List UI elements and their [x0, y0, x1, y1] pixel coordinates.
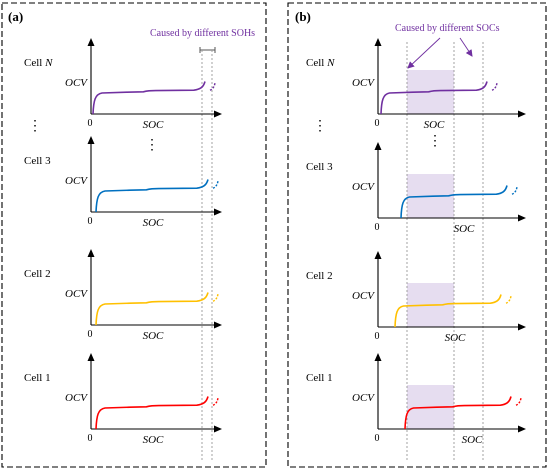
soc-label: SOC	[454, 223, 475, 235]
panel-a-label: (a)	[8, 9, 23, 24]
origin-label: 0	[375, 433, 380, 444]
cell-label: Cell 3	[24, 155, 51, 167]
ocv-curve-dashed	[212, 397, 219, 406]
cell-label: Cell 1	[306, 372, 333, 384]
cell-label: Cell N	[24, 57, 53, 69]
ocv-curve	[394, 294, 502, 328]
ocv-label: OCV	[65, 392, 88, 404]
panel-a-frame	[1, 2, 267, 468]
panel-b-annotation: Caused by different SOCs	[395, 23, 500, 34]
soc-arrow-right	[459, 37, 473, 57]
ocv-curve-dashed	[212, 293, 219, 302]
ocv-curve-dashed	[511, 186, 518, 195]
ocv-label: OCV	[352, 290, 375, 302]
ocv-curve-dashed	[209, 82, 216, 91]
ocv-curve	[400, 185, 508, 219]
panel-b-frame	[287, 2, 547, 468]
soc-arrow-left	[407, 37, 441, 69]
ocv-curve	[95, 179, 209, 213]
cell-label: Cell 2	[24, 268, 51, 280]
soc-label: SOC	[424, 119, 445, 131]
panel-a-annotation: Caused by different SOHs	[150, 28, 255, 39]
origin-label: 0	[88, 216, 93, 227]
soc-label: SOC	[462, 434, 483, 446]
soc-label: SOC	[445, 332, 466, 344]
ocv-curve	[92, 81, 206, 115]
soh-bracket	[199, 47, 216, 53]
cell-label: Cell 3	[306, 161, 333, 173]
ellipsis-a-left: ⋮	[28, 119, 42, 134]
ocv-curve-dashed	[491, 82, 498, 91]
ocv-curve	[95, 292, 209, 326]
ocv-label: OCV	[65, 175, 88, 187]
origin-label: 0	[88, 433, 93, 444]
origin-label: 0	[375, 118, 380, 129]
ocv-label: OCV	[352, 77, 375, 89]
cell-label: Cell 2	[306, 270, 333, 282]
ocv-curve-dashed	[515, 397, 522, 406]
soc-label: SOC	[143, 434, 164, 446]
origin-label: 0	[88, 118, 93, 129]
ocv-label: OCV	[352, 181, 375, 193]
ocv-curve	[95, 396, 209, 430]
origin-label: 0	[375, 331, 380, 342]
ocv-curve	[404, 396, 512, 430]
ocv-curve-dashed	[505, 295, 512, 304]
soc-label: SOC	[143, 119, 164, 131]
ellipsis-b-mid: ⋮	[428, 134, 442, 149]
ocv-label: OCV	[65, 77, 88, 89]
cell-label: Cell N	[306, 57, 335, 69]
origin-label: 0	[375, 222, 380, 233]
ocv-curve	[380, 81, 488, 115]
ocv-curve-dashed	[212, 180, 219, 189]
ocv-label: OCV	[352, 392, 375, 404]
ellipsis-a-mid: ⋮	[145, 138, 159, 153]
ocv-label: OCV	[65, 288, 88, 300]
soc-label: SOC	[143, 330, 164, 342]
panel-b-label: (b)	[295, 9, 311, 24]
cell-label: Cell 1	[24, 372, 51, 384]
origin-label: 0	[88, 329, 93, 340]
soc-label: SOC	[143, 217, 164, 229]
ellipsis-b-left: ⋮	[313, 119, 327, 134]
